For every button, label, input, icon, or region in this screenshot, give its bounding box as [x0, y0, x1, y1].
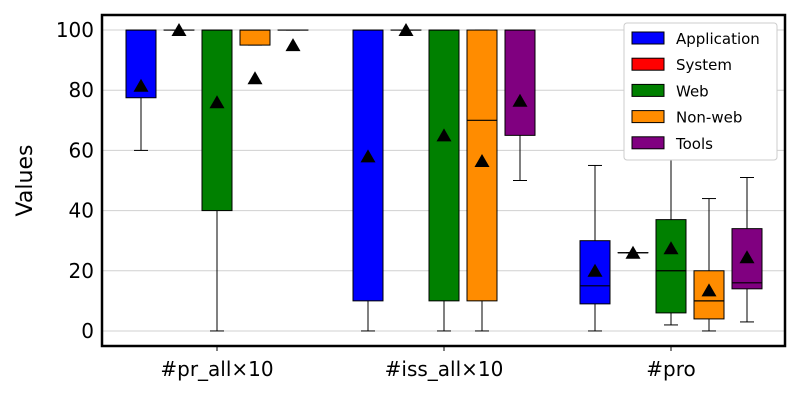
box-body — [428, 29, 460, 302]
mean-marker — [285, 38, 301, 52]
box-body — [239, 29, 271, 46]
legend-swatch — [631, 110, 665, 124]
box-web — [201, 29, 233, 332]
box-non-web — [239, 29, 271, 46]
legend-swatch — [631, 31, 665, 45]
box-application — [125, 29, 157, 151]
mean-marker — [663, 241, 679, 255]
mean-marker — [512, 93, 528, 107]
y-tick-label: 100 — [56, 18, 94, 42]
box-application — [352, 29, 384, 332]
x-tick-label: #pro — [646, 357, 695, 381]
legend-label: Web — [676, 82, 709, 100]
x-tick-label: #pr_all×10 — [160, 357, 273, 381]
legend-label: Application — [676, 30, 760, 48]
box-tools — [731, 176, 763, 323]
legend-label: System — [676, 56, 732, 74]
mean-marker — [171, 23, 187, 37]
mean-marker — [587, 263, 603, 277]
mean-marker — [133, 78, 149, 92]
box-tools — [504, 29, 536, 181]
box-body — [504, 29, 536, 136]
box-body — [352, 29, 384, 302]
mean-marker — [398, 23, 414, 37]
box-web — [428, 29, 460, 332]
mean-marker — [739, 250, 755, 264]
legend: Application System Web Non-web Tools — [623, 22, 778, 161]
mean-marker — [360, 149, 376, 163]
box-non-web — [693, 198, 725, 332]
y-tick-label: 40 — [69, 199, 94, 223]
mean-marker — [436, 128, 452, 142]
box-non-web — [466, 29, 498, 332]
x-axis-ticks: #pr_all×10 #iss_all×10 #pro — [160, 346, 696, 381]
y-tick-label: 20 — [69, 259, 94, 283]
mean-marker — [701, 283, 717, 297]
y-tick-label: 60 — [69, 138, 94, 162]
box-body — [655, 219, 687, 314]
box-web — [655, 137, 687, 326]
legend-swatch — [631, 136, 665, 150]
mean-marker — [625, 245, 641, 259]
legend-swatch — [631, 83, 665, 97]
box-body — [201, 29, 233, 212]
y-tick-label: 80 — [69, 78, 94, 102]
legend-box — [623, 22, 778, 161]
y-axis-label: Values — [13, 145, 38, 217]
legend-swatch — [631, 57, 665, 71]
y-tick-label: 0 — [81, 319, 94, 343]
mean-marker — [209, 95, 225, 109]
box-application — [579, 164, 611, 332]
box-plot-series — [125, 29, 763, 332]
y-axis-ticks: 0 20 40 60 80 100 — [56, 18, 94, 343]
mean-marker — [474, 153, 490, 167]
x-tick-label: #iss_all×10 — [385, 357, 504, 381]
legend-label: Non-web — [676, 109, 742, 127]
mean-markers — [133, 23, 755, 297]
legend-label: Tools — [675, 135, 713, 153]
mean-marker — [247, 71, 263, 85]
